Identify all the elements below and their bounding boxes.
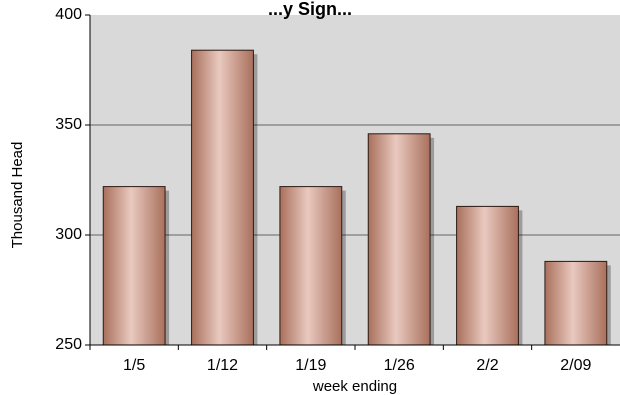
x-tick-label: 2/2 [476, 357, 498, 374]
y-axis-title: Thousand Head [9, 142, 26, 249]
x-tick-label: 1/19 [295, 357, 326, 374]
y-tick-label: 400 [55, 6, 82, 23]
chart-title: ...y Sign... [268, 0, 352, 19]
bar-1-12 [191, 49, 254, 346]
y-tick-label: 250 [55, 336, 82, 353]
y-tick-label: 350 [55, 116, 82, 133]
x-tick-label: 2/09 [560, 357, 591, 374]
bar-1-26 [367, 133, 431, 346]
gridlines [90, 124, 620, 236]
bar-1-5 [102, 186, 166, 346]
x-tick-label: 1/12 [207, 357, 238, 374]
x-axis-title: week ending [312, 378, 397, 395]
x-tick-label: 1/5 [123, 357, 145, 374]
plot-area [90, 15, 620, 345]
bar-1-19 [279, 186, 343, 346]
x-tick-label: 1/26 [384, 357, 415, 374]
x-axis-ticks: 1/5 1/12 1/19 1/26 2/2 2/09 [89, 345, 592, 374]
y-tick-label: 300 [55, 226, 82, 243]
bars [102, 49, 611, 346]
bar-2-2 [456, 205, 519, 346]
bar-2-09 [544, 260, 608, 346]
y-axis-ticks: 250 300 350 400 [55, 6, 90, 353]
